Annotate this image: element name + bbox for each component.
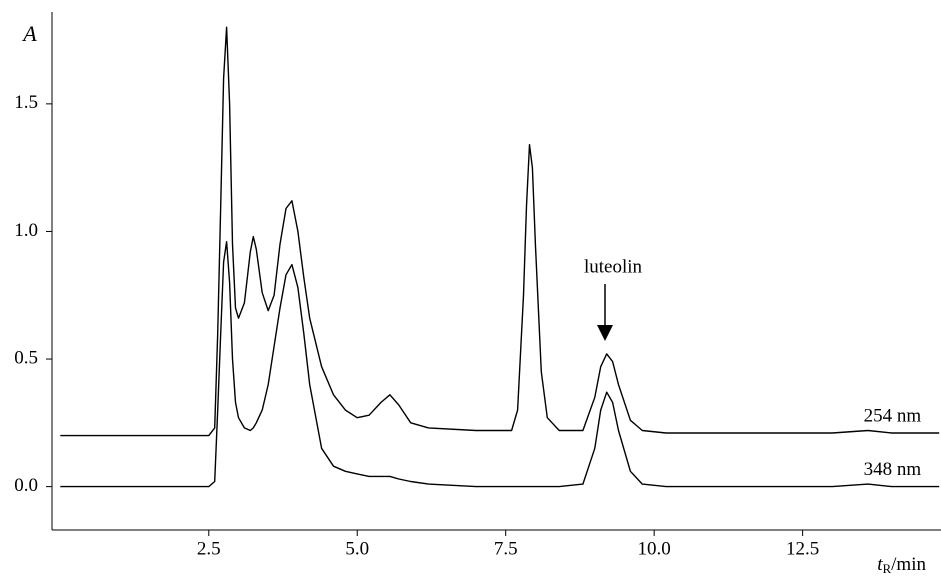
x-tick-label: 10.0 (638, 538, 671, 559)
series-label: 254 nm (864, 405, 922, 426)
series-line (60, 26, 940, 437)
y-axis-label: A (21, 21, 37, 46)
x-label-unit: /min (891, 554, 926, 575)
x-label-sub: R (882, 561, 891, 576)
x-tick-label: 2.5 (197, 538, 221, 559)
annotation-arrowhead (597, 325, 613, 341)
series-line (60, 241, 940, 488)
x-tick-label: 5.0 (345, 538, 369, 559)
y-tick-label: 1.5 (14, 92, 38, 113)
x-label-part: t (877, 554, 883, 575)
y-tick-label: 0.5 (14, 347, 38, 368)
x-axis-label: tR/min (877, 554, 926, 576)
annotation: luteolin (584, 256, 643, 277)
y-tick-label: 0.0 (14, 475, 38, 496)
series-label: 348 nm (864, 459, 922, 480)
x-tick-label: 7.5 (494, 538, 518, 559)
y-tick-label: 1.0 (14, 220, 38, 241)
x-tick-label: 12.5 (786, 538, 819, 559)
